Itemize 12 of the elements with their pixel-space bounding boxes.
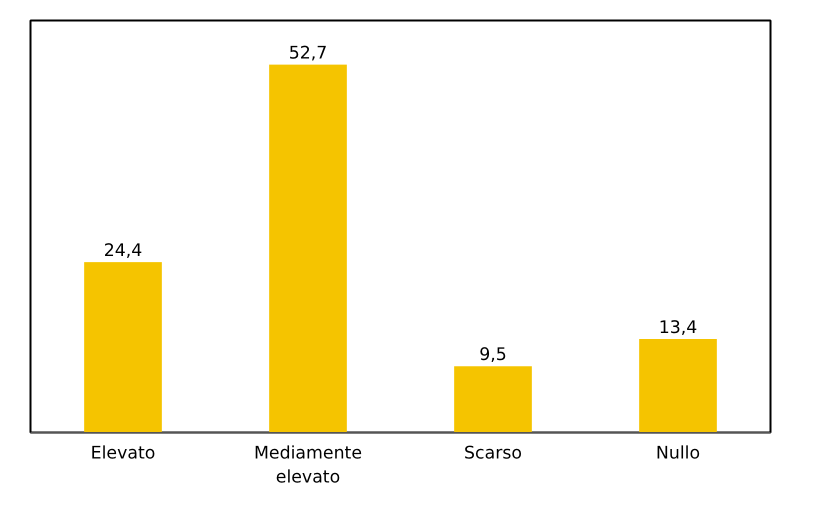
data-label: 9,5 bbox=[479, 345, 507, 366]
bar bbox=[454, 366, 532, 432]
x-tick-label: Nullo bbox=[656, 444, 700, 464]
bar bbox=[84, 262, 162, 432]
x-tick-label: Elevato bbox=[90, 444, 156, 464]
x-tick-label: Mediamente elevato bbox=[254, 444, 362, 488]
bar bbox=[639, 338, 717, 432]
data-label: 52,7 bbox=[288, 44, 328, 64]
x-tick-label: Scarso bbox=[464, 444, 522, 464]
data-label: 24,4 bbox=[104, 241, 142, 262]
bar bbox=[269, 64, 347, 432]
data-label: 13,4 bbox=[658, 318, 698, 338]
